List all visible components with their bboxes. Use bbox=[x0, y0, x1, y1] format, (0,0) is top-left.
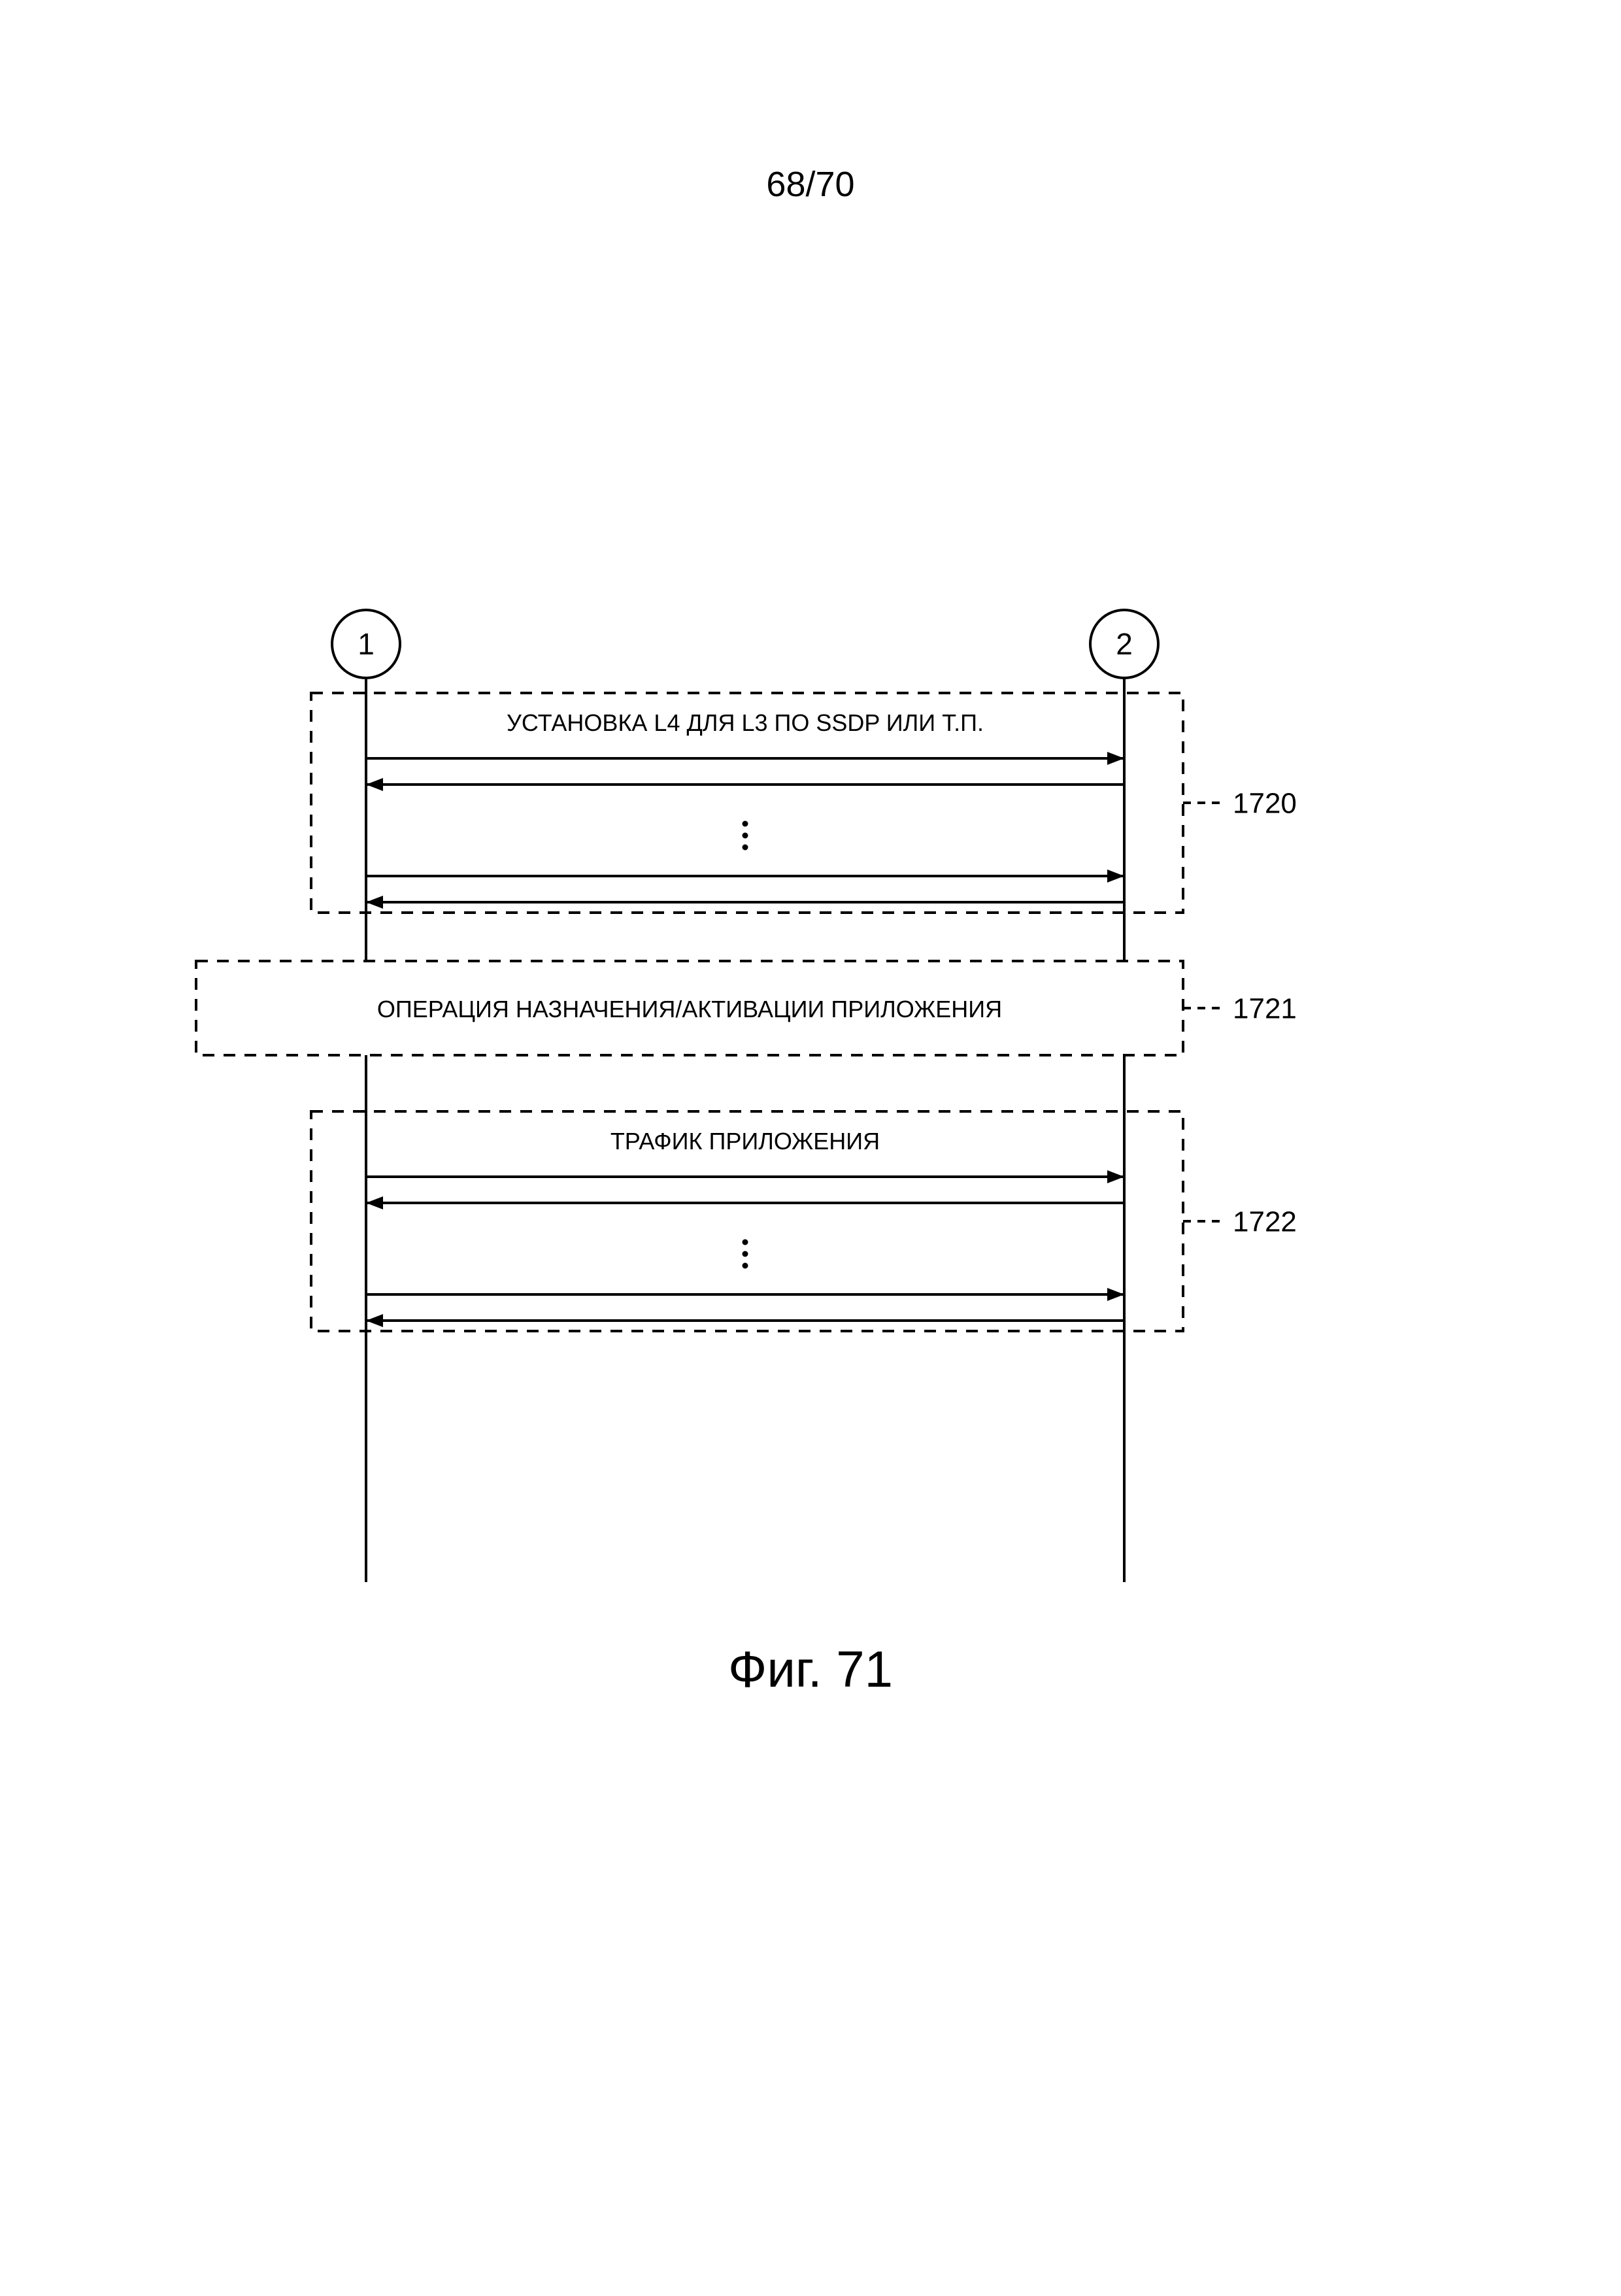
actor-label-left: 1 bbox=[358, 627, 375, 661]
box3-ellipsis-dot-1 bbox=[743, 1251, 748, 1257]
box-setup-label: УСТАНОВКА L4 ДЛЯ L3 ПО SSDP ИЛИ Т.П. bbox=[507, 709, 984, 736]
box3-arrow-right-0-head bbox=[1107, 1170, 1124, 1183]
box-operation-label: ОПЕРАЦИЯ НАЗНАЧЕНИЯ/АКТИВАЦИИ ПРИЛОЖЕНИЯ bbox=[377, 996, 1002, 1022]
box1-ellipsis-dot-1 bbox=[743, 833, 748, 839]
box1-arrow-right-1-head bbox=[1107, 869, 1124, 883]
box1-ellipsis-dot-0 bbox=[743, 821, 748, 827]
box1-arrow-right-0-head bbox=[1107, 752, 1124, 765]
box-traffic-ref: 1722 bbox=[1233, 1206, 1297, 1238]
box1-arrow-left-1-head bbox=[366, 896, 383, 909]
box1-arrow-left-0-head bbox=[366, 778, 383, 791]
page-root: 68/70 1 2 УСТАНОВКА L4 ДЛЯ L3 ПО SSDP ИЛИ Т… bbox=[0, 0, 1621, 2293]
box3-arrow-left-1-head bbox=[366, 1314, 383, 1327]
box3-arrow-right-1-head bbox=[1107, 1288, 1124, 1301]
box3-ellipsis-dot-0 bbox=[743, 1240, 748, 1245]
box-setup-ref: 1720 bbox=[1233, 787, 1297, 819]
box1-ellipsis-dot-2 bbox=[743, 845, 748, 851]
actor-label-right: 2 bbox=[1116, 627, 1133, 661]
page-header: 68/70 bbox=[766, 165, 854, 204]
box-operation-ref: 1721 bbox=[1233, 992, 1297, 1024]
figure-caption: Фиг. 71 bbox=[728, 1640, 893, 1698]
diagram-svg: 68/70 1 2 УСТАНОВКА L4 ДЛЯ L3 ПО SSDP ИЛИ Т… bbox=[0, 0, 1621, 2293]
box-traffic-label: ТРАФИК ПРИЛОЖЕНИЯ bbox=[610, 1128, 880, 1155]
box3-ellipsis-dot-2 bbox=[743, 1263, 748, 1269]
box3-arrow-left-0-head bbox=[366, 1196, 383, 1209]
